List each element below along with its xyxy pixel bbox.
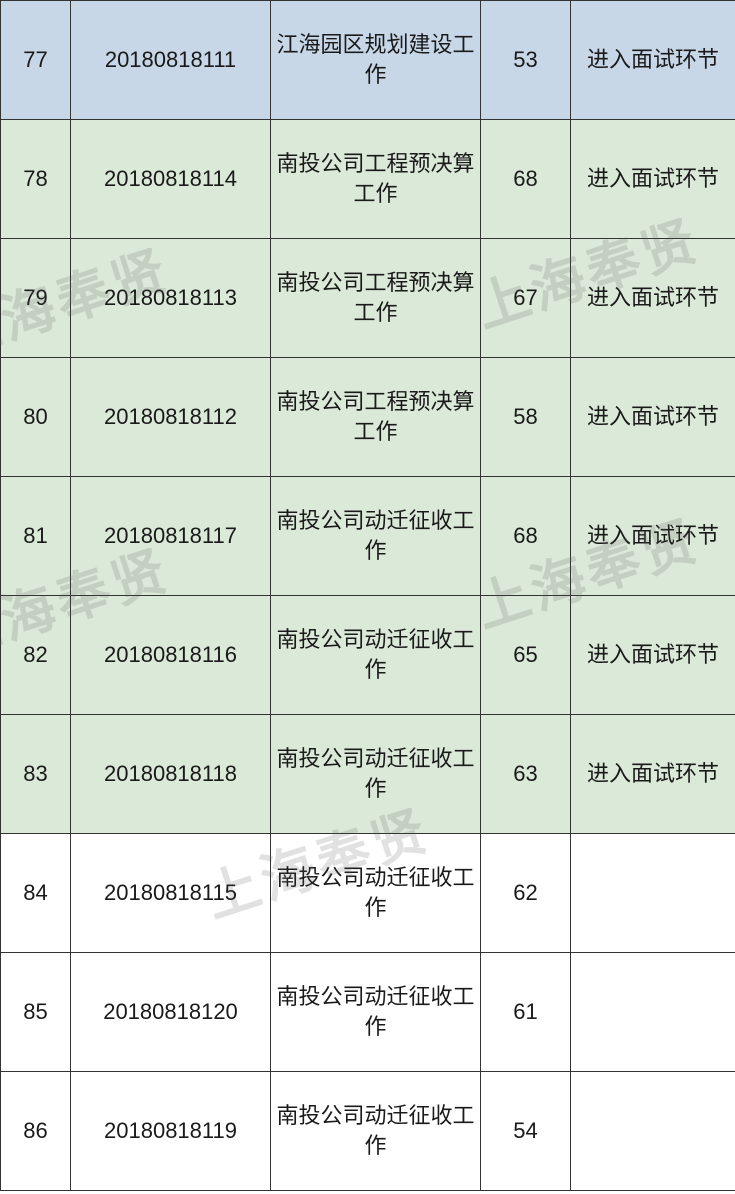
table-row: 7920180818113南投公司工程预决算工作67进入面试环节 [1,239,735,358]
table-row: 7720180818111江海园区规划建设工作53进入面试环节 [1,1,735,120]
cell-score: 53 [481,1,571,120]
cell-id: 20180818118 [71,715,271,834]
table-row: 8420180818115南投公司动迁征收工作62 [1,834,735,953]
cell-job: 南投公司工程预决算工作 [271,239,481,358]
cell-status [571,1072,735,1191]
cell-job: 南投公司动迁征收工作 [271,834,481,953]
cell-job: 南投公司工程预决算工作 [271,120,481,239]
cell-status: 进入面试环节 [571,715,735,834]
cell-id: 20180818116 [71,596,271,715]
cell-job: 南投公司动迁征收工作 [271,953,481,1072]
cell-id: 20180818117 [71,477,271,596]
table-row: 8220180818116南投公司动迁征收工作65进入面试环节 [1,596,735,715]
cell-id: 20180818119 [71,1072,271,1191]
cell-seq: 80 [1,358,71,477]
cell-id: 20180818115 [71,834,271,953]
cell-score: 67 [481,239,571,358]
cell-status: 进入面试环节 [571,477,735,596]
cell-job: 江海园区规划建设工作 [271,1,481,120]
cell-seq: 79 [1,239,71,358]
cell-status [571,834,735,953]
cell-seq: 77 [1,1,71,120]
cell-score: 63 [481,715,571,834]
cell-score: 68 [481,477,571,596]
cell-score: 58 [481,358,571,477]
table-container: 7720180818111江海园区规划建设工作53进入面试环节782018081… [0,0,735,1191]
cell-id: 20180818111 [71,1,271,120]
cell-score: 61 [481,953,571,1072]
cell-id: 20180818112 [71,358,271,477]
cell-id: 20180818113 [71,239,271,358]
cell-job: 南投公司动迁征收工作 [271,1072,481,1191]
results-table: 7720180818111江海园区规划建设工作53进入面试环节782018081… [0,0,735,1191]
table-row: 8620180818119南投公司动迁征收工作54 [1,1072,735,1191]
cell-status: 进入面试环节 [571,358,735,477]
table-row: 7820180818114南投公司工程预决算工作68进入面试环节 [1,120,735,239]
cell-job: 南投公司动迁征收工作 [271,596,481,715]
table-row: 8020180818112南投公司工程预决算工作58进入面试环节 [1,358,735,477]
table-row: 8120180818117南投公司动迁征收工作68进入面试环节 [1,477,735,596]
table-row: 8320180818118南投公司动迁征收工作63进入面试环节 [1,715,735,834]
cell-score: 65 [481,596,571,715]
cell-status: 进入面试环节 [571,239,735,358]
cell-id: 20180818120 [71,953,271,1072]
cell-seq: 86 [1,1072,71,1191]
cell-status: 进入面试环节 [571,1,735,120]
cell-status: 进入面试环节 [571,120,735,239]
cell-seq: 83 [1,715,71,834]
cell-seq: 85 [1,953,71,1072]
cell-status: 进入面试环节 [571,596,735,715]
table-row: 8520180818120南投公司动迁征收工作61 [1,953,735,1072]
cell-score: 54 [481,1072,571,1191]
cell-score: 62 [481,834,571,953]
cell-score: 68 [481,120,571,239]
cell-seq: 78 [1,120,71,239]
cell-seq: 82 [1,596,71,715]
cell-job: 南投公司动迁征收工作 [271,715,481,834]
cell-seq: 84 [1,834,71,953]
cell-job: 南投公司动迁征收工作 [271,477,481,596]
cell-job: 南投公司工程预决算工作 [271,358,481,477]
cell-id: 20180818114 [71,120,271,239]
cell-status [571,953,735,1072]
cell-seq: 81 [1,477,71,596]
